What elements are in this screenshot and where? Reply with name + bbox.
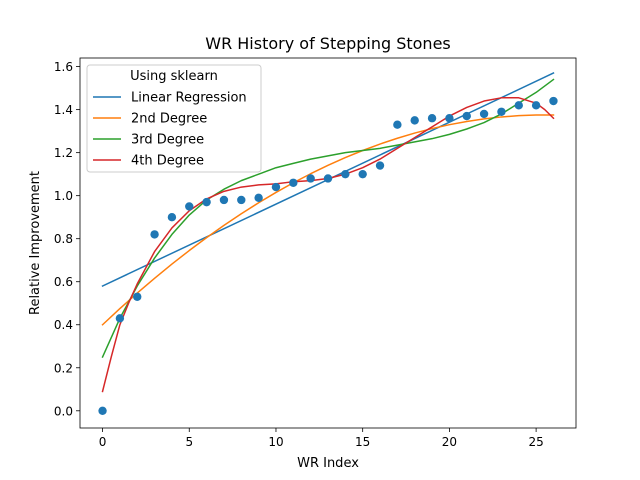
y-tick-label: 1.2 bbox=[54, 146, 73, 160]
data-point bbox=[133, 292, 142, 301]
data-point bbox=[514, 101, 523, 110]
data-point bbox=[531, 101, 541, 110]
y-axis: 0.0 0.2 0.4 0.6 0.8 1.0 1.2 1.4 1.6 bbox=[54, 60, 80, 418]
data-point bbox=[427, 114, 437, 123]
legend-label: 4th Degree bbox=[131, 154, 204, 169]
data-point bbox=[202, 197, 211, 207]
data-point bbox=[185, 202, 194, 211]
x-tick-label: 5 bbox=[185, 435, 193, 449]
data-point bbox=[219, 195, 229, 205]
y-tick-label: 1.4 bbox=[54, 103, 73, 117]
data-point bbox=[393, 120, 402, 129]
y-tick-label: 0.4 bbox=[54, 318, 73, 332]
data-point bbox=[358, 169, 367, 179]
data-point bbox=[150, 230, 159, 239]
data-point bbox=[115, 314, 125, 323]
data-point bbox=[497, 107, 506, 116]
y-axis-label: Relative Improvement bbox=[28, 171, 43, 315]
legend-label: 3rd Degree bbox=[131, 133, 204, 148]
x-axis: 0 5 10 15 20 25 bbox=[99, 428, 544, 449]
axes-frame bbox=[79, 57, 577, 429]
series-line-2 bbox=[101, 114, 555, 326]
y-tick-label: 0.0 bbox=[54, 404, 73, 418]
series-line-4 bbox=[101, 97, 555, 393]
plot-area bbox=[98, 72, 558, 415]
x-axis-label: WR Index bbox=[297, 456, 359, 471]
x-tick-label: 20 bbox=[442, 435, 457, 449]
y-tick-label: 0.8 bbox=[54, 232, 73, 246]
legend-title: Using sklearn bbox=[130, 69, 218, 84]
y-tick-label: 0.6 bbox=[54, 275, 73, 289]
data-point bbox=[167, 212, 177, 222]
data-point bbox=[462, 111, 471, 121]
y-tick-label: 0.2 bbox=[54, 361, 73, 375]
data-point bbox=[549, 96, 558, 106]
data-point bbox=[289, 178, 298, 187]
data-point bbox=[323, 174, 333, 183]
data-point bbox=[375, 161, 385, 170]
y-tick-label: 1.6 bbox=[54, 60, 73, 74]
data-point bbox=[271, 182, 281, 192]
legend-box bbox=[86, 64, 262, 173]
legend: Using sklearn Linear Regression 2nd Degre… bbox=[86, 64, 262, 173]
data-point bbox=[445, 114, 454, 123]
x-tick-label: 10 bbox=[268, 435, 283, 449]
data-point bbox=[341, 169, 350, 179]
x-tick-label: 15 bbox=[355, 435, 370, 449]
legend-label: 2nd Degree bbox=[131, 112, 207, 127]
y-tick-label: 1.0 bbox=[54, 189, 73, 203]
x-tick-label: 0 bbox=[99, 435, 107, 449]
data-point bbox=[410, 116, 419, 125]
data-point bbox=[98, 406, 107, 415]
x-tick-label: 25 bbox=[528, 435, 543, 449]
legend-label: Linear Regression bbox=[131, 91, 247, 106]
series-line-3 bbox=[101, 78, 555, 359]
data-point bbox=[254, 193, 263, 203]
data-point bbox=[306, 174, 315, 183]
data-point bbox=[237, 195, 246, 205]
chart-title: WR History of Stepping Stones bbox=[205, 34, 451, 53]
data-point bbox=[479, 109, 489, 119]
